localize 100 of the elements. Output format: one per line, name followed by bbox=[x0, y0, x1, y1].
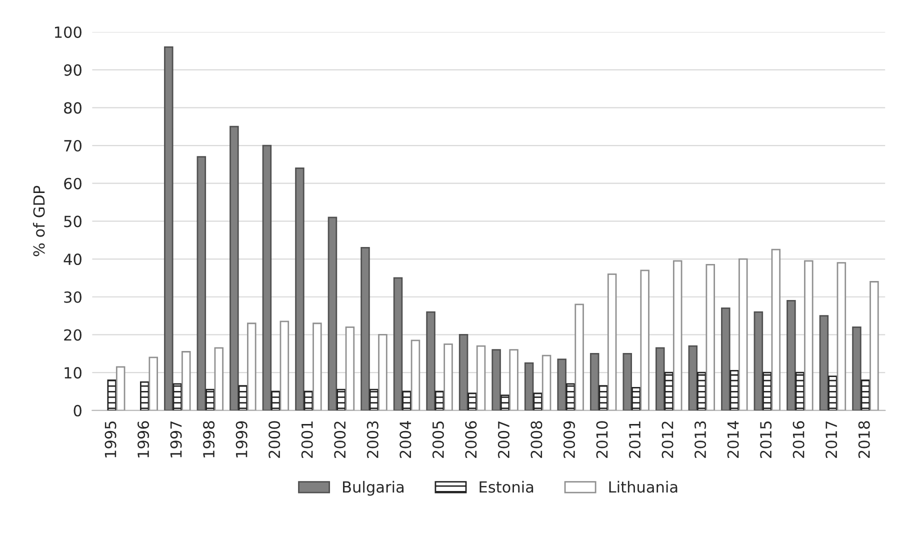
bar bbox=[706, 264, 715, 410]
x-tick-label: 2000 bbox=[268, 421, 280, 458]
bar bbox=[116, 366, 126, 410]
x-tick-label: 2013 bbox=[694, 421, 706, 458]
bar bbox=[304, 390, 314, 410]
y-tick-label: 30 bbox=[64, 291, 82, 303]
bar bbox=[247, 322, 256, 410]
y-tick-label: 20 bbox=[64, 329, 82, 341]
x-tick-label: 1995 bbox=[104, 421, 116, 458]
bar bbox=[410, 340, 420, 410]
bar bbox=[230, 126, 239, 410]
x-tick-label: 2007 bbox=[498, 421, 510, 458]
y-tick-label: 0 bbox=[74, 404, 82, 416]
x-tick-label: 2016 bbox=[792, 421, 804, 458]
bar bbox=[786, 300, 796, 410]
bar bbox=[688, 345, 698, 410]
y-tick-label: 10 bbox=[64, 367, 82, 379]
bar bbox=[369, 388, 379, 410]
bar bbox=[426, 311, 436, 410]
bar bbox=[836, 262, 846, 410]
bar bbox=[336, 388, 346, 410]
x-tick-label: 2004 bbox=[400, 420, 412, 458]
legend-label: Bulgaria bbox=[343, 480, 404, 496]
bar bbox=[238, 385, 248, 410]
bar bbox=[444, 343, 453, 410]
x-tick-label: 2015 bbox=[760, 421, 772, 458]
bar bbox=[262, 144, 272, 410]
x-tick-label: 2018 bbox=[858, 421, 870, 458]
x-tick-label: 1999 bbox=[236, 421, 248, 458]
bar bbox=[434, 390, 444, 410]
x-tick-label: 2009 bbox=[563, 421, 576, 458]
bar bbox=[860, 379, 870, 410]
x-tick-label: 2002 bbox=[334, 422, 346, 458]
bar bbox=[509, 349, 518, 410]
x-tick-label: 2017 bbox=[826, 421, 838, 458]
bar bbox=[566, 383, 576, 410]
bar bbox=[819, 315, 829, 410]
bar bbox=[402, 390, 412, 410]
bar bbox=[360, 246, 370, 410]
bar bbox=[754, 311, 764, 410]
bar bbox=[557, 358, 566, 410]
bar bbox=[182, 351, 191, 410]
x-tick-label: 2012 bbox=[662, 422, 674, 458]
bar bbox=[795, 372, 805, 410]
bar bbox=[607, 273, 617, 410]
bar bbox=[828, 376, 838, 410]
bar bbox=[598, 385, 608, 410]
bar bbox=[870, 281, 879, 410]
bar bbox=[574, 304, 584, 410]
bar bbox=[468, 392, 477, 410]
bar bbox=[672, 260, 682, 410]
bar bbox=[721, 308, 730, 410]
bar bbox=[762, 372, 772, 410]
bar bbox=[771, 248, 781, 410]
y-tick-label: 60 bbox=[64, 178, 82, 190]
bar bbox=[533, 392, 542, 410]
x-tick-label: 2010 bbox=[596, 421, 608, 458]
x-tick-label: 1996 bbox=[138, 421, 150, 458]
bar bbox=[378, 334, 388, 410]
bar bbox=[458, 334, 468, 410]
bar bbox=[148, 356, 158, 410]
bar bbox=[640, 270, 650, 410]
bar bbox=[697, 372, 706, 410]
x-tick-label: 2001 bbox=[301, 422, 313, 458]
legend-label: Estonia bbox=[480, 480, 534, 493]
legend-label: Lithuania bbox=[609, 480, 678, 493]
y-axis-title: % of GDP bbox=[32, 186, 45, 256]
x-tick-label: 2011 bbox=[628, 422, 641, 458]
bar bbox=[271, 390, 280, 410]
bar bbox=[196, 156, 206, 410]
bar bbox=[622, 352, 632, 410]
bar bbox=[280, 320, 290, 410]
y-tick-label: 40 bbox=[64, 254, 82, 266]
bar bbox=[656, 347, 665, 410]
bar bbox=[206, 388, 215, 410]
bar bbox=[492, 349, 501, 410]
x-tick-label: 2003 bbox=[366, 421, 378, 458]
y-tick-label: 50 bbox=[64, 216, 82, 228]
bar bbox=[524, 362, 534, 410]
y-tick-label: 100 bbox=[54, 26, 82, 38]
x-tick-label: 1998 bbox=[203, 421, 215, 458]
bar bbox=[214, 347, 224, 410]
bar bbox=[172, 383, 182, 410]
bar bbox=[393, 277, 403, 410]
bar bbox=[852, 326, 862, 410]
bar bbox=[500, 394, 510, 410]
y-tick-label: 90 bbox=[64, 64, 82, 76]
bar bbox=[345, 326, 355, 410]
bar bbox=[804, 260, 814, 410]
bar bbox=[738, 258, 748, 410]
bar bbox=[164, 46, 174, 410]
bar bbox=[312, 322, 322, 410]
bar bbox=[542, 354, 552, 410]
bar bbox=[730, 370, 740, 410]
bar bbox=[631, 387, 641, 410]
x-tick-label: 2005 bbox=[432, 421, 444, 458]
bar bbox=[664, 372, 674, 410]
bar bbox=[328, 216, 338, 410]
x-tick-label: 2006 bbox=[465, 421, 477, 458]
bar bbox=[140, 381, 150, 410]
